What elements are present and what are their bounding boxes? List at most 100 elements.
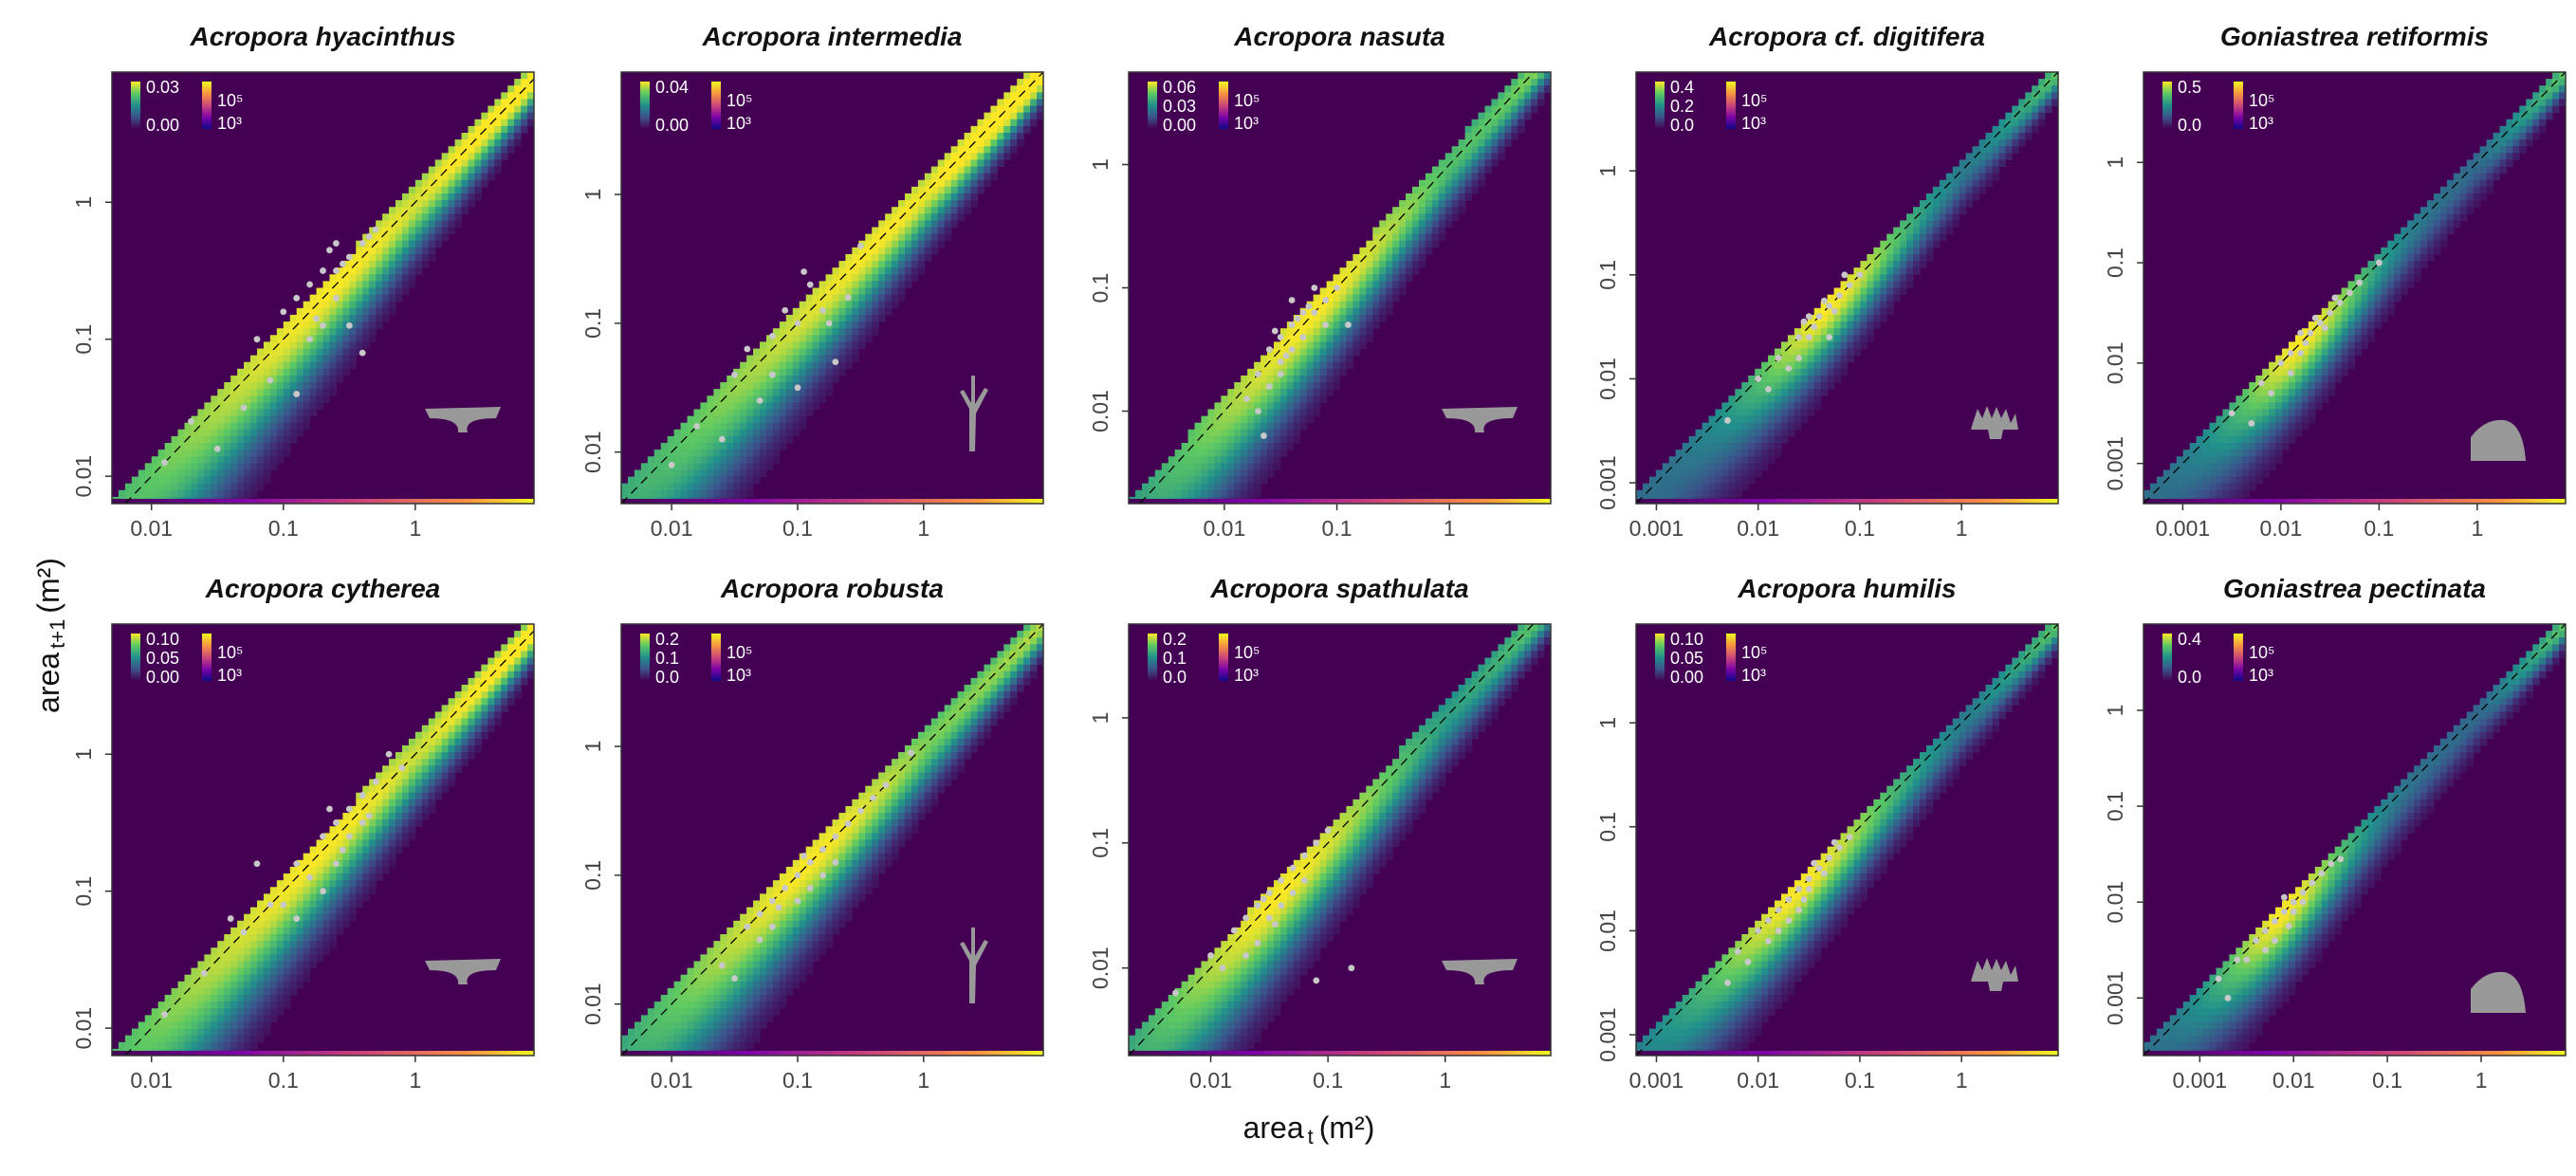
heatmap-cell <box>1293 355 1301 363</box>
heatmap-cell <box>845 355 853 363</box>
heatmap-cell <box>2229 422 2236 431</box>
heatmap-cell <box>2426 220 2435 229</box>
heatmap-cell <box>1319 355 1328 363</box>
table-coral-shape <box>1442 407 1518 432</box>
heatmap-cell <box>369 274 377 282</box>
heatmap-cell <box>303 348 311 357</box>
heatmap-cell <box>1194 469 1203 478</box>
heatmap-cell <box>408 261 416 268</box>
heatmap-cell <box>1221 469 1228 478</box>
heatmap-cell <box>2420 220 2428 229</box>
heatmap-cell <box>1827 314 1835 322</box>
heatmap-cell <box>1221 429 1228 437</box>
plot-area <box>621 72 1043 504</box>
heatmap-cell <box>2236 422 2243 431</box>
heatmap-cell <box>1411 207 1420 214</box>
heatmap-cell <box>1478 132 1486 140</box>
heatmap-cell <box>812 287 820 296</box>
heatmap-cell <box>263 941 271 948</box>
heatmap-cell <box>1853 322 1862 329</box>
heatmap-cell <box>2459 207 2468 214</box>
heatmap-cell <box>1254 450 1261 457</box>
data-point <box>2277 359 2285 367</box>
heatmap-cell <box>1425 173 1433 181</box>
heatmap-cell <box>131 476 139 485</box>
heatmap-cell <box>1827 322 1835 329</box>
heatmap-cell <box>733 476 741 485</box>
heatmap-cell <box>746 429 754 437</box>
heatmap-cell <box>224 395 231 403</box>
heatmap-cell <box>336 927 343 935</box>
heatmap-cell <box>898 220 906 229</box>
heatmap-cell <box>269 981 278 989</box>
heatmap-cell <box>1741 409 1749 417</box>
heatmap-cell <box>1820 375 1829 383</box>
heatmap-cell <box>1900 267 1907 275</box>
heatmap-cell <box>376 307 383 316</box>
heatmap-cell <box>2532 112 2540 120</box>
heatmap-cell <box>309 954 318 963</box>
heatmap-cell <box>408 785 416 794</box>
heatmap-cell <box>898 294 906 303</box>
heatmap-cell <box>171 1041 179 1050</box>
heatmap-cell <box>283 450 291 457</box>
heatmap-cell <box>316 900 324 909</box>
heatmap-cell <box>772 456 781 464</box>
heatmap-cell <box>2288 435 2296 444</box>
heatmap-cell <box>1260 395 1268 403</box>
heatmap-cell <box>144 1041 153 1050</box>
heatmap-cell <box>2162 483 2171 491</box>
heatmap-cell <box>2045 72 2052 80</box>
heatmap-cell <box>977 119 985 127</box>
heatmap-cell <box>760 402 767 411</box>
data-point <box>1334 285 1340 291</box>
heatmap-cell <box>2294 422 2303 431</box>
heatmap-cell <box>687 489 695 498</box>
y-tick-label: 0.01 <box>1595 358 1620 400</box>
heatmap-cell <box>1279 443 1288 450</box>
heatmap-cell <box>1392 247 1400 255</box>
heatmap-cell <box>395 833 403 841</box>
heatmap-cell <box>2539 105 2547 114</box>
heatmap-cell <box>131 1028 139 1037</box>
heatmap-cell <box>230 987 238 996</box>
heatmap-cell <box>687 435 695 444</box>
heatmap-cell <box>2236 395 2243 403</box>
heatmap-cell <box>356 328 363 336</box>
heatmap-cell <box>414 792 423 800</box>
heatmap-cell <box>892 227 899 235</box>
heatmap-cell <box>2459 193 2468 201</box>
heatmap-cell <box>1306 415 1315 424</box>
heatmap-cell <box>177 1041 186 1050</box>
heatmap-cell <box>408 765 416 774</box>
heatmap-cell <box>408 792 416 800</box>
heatmap-cell <box>1813 328 1822 336</box>
heatmap-cell <box>269 974 278 983</box>
heatmap-cell <box>349 301 357 309</box>
heatmap-cell <box>1853 287 1862 296</box>
heatmap-cell <box>263 469 271 478</box>
heatmap-cell <box>362 792 370 800</box>
heatmap-cell <box>2473 153 2481 161</box>
heatmap-cell <box>184 463 193 471</box>
heatmap-cell <box>244 435 251 444</box>
heatmap-cell <box>362 314 370 322</box>
heatmap-cell <box>924 247 932 255</box>
heatmap-cell <box>799 301 807 309</box>
heatmap-cell <box>1886 281 1894 289</box>
heatmap-cell <box>2242 409 2250 417</box>
heatmap-cell <box>1339 368 1348 377</box>
heatmap-cell <box>2262 450 2270 457</box>
heatmap-cell <box>1511 79 1518 86</box>
heatmap-cell <box>727 476 734 485</box>
heatmap-cell <box>2328 335 2336 342</box>
heatmap-cell <box>1279 355 1288 363</box>
heatmap-cell <box>2361 335 2369 342</box>
heatmap-cell <box>2202 476 2211 485</box>
heatmap-cell <box>316 907 324 915</box>
heatmap-cell <box>382 819 390 827</box>
heatmap-cell <box>2249 415 2256 424</box>
heatmap-cell <box>2341 348 2349 357</box>
heatmap-cell <box>1286 409 1295 417</box>
